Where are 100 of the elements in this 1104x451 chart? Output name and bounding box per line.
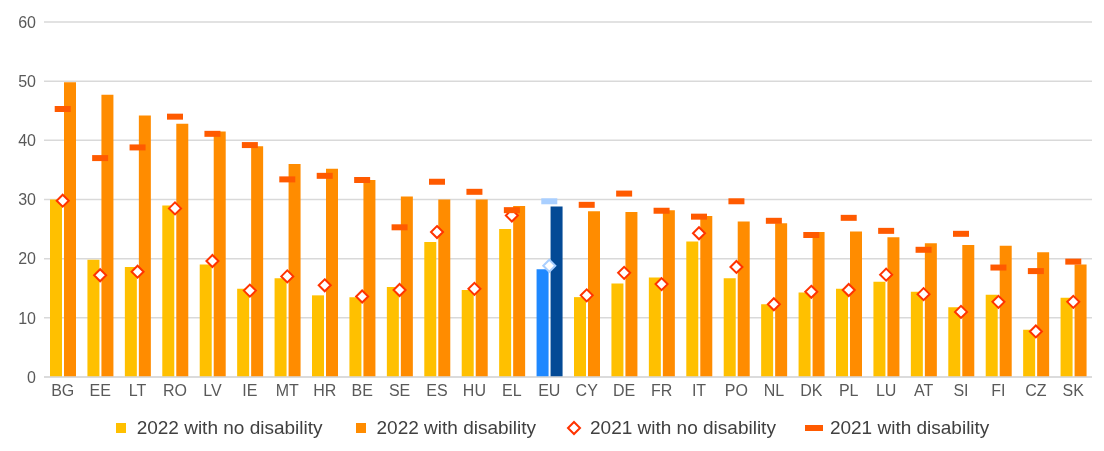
point (130, 264, 145, 279)
y-tick-label: 40 (18, 132, 37, 150)
legend-label: 2021 with disability (829, 417, 990, 439)
bar (1060, 297, 1073, 377)
bar (326, 168, 338, 377)
bar (349, 297, 362, 377)
bar (237, 288, 250, 377)
x-tick-label: SI (953, 382, 969, 400)
bar (251, 146, 264, 377)
x-tick-label: NL (763, 382, 785, 400)
bar (138, 115, 151, 377)
x-tick-label: SE (388, 382, 411, 400)
bar (536, 269, 549, 377)
x-tick-label: PL (838, 382, 859, 400)
point (168, 201, 182, 216)
x-tick-label: IT (691, 382, 707, 400)
x-tick-label: BE (351, 382, 373, 400)
bar (686, 241, 699, 377)
bar (588, 211, 600, 377)
bar (513, 206, 526, 377)
legend-label: 2022 with no disability (136, 417, 323, 439)
y-tick-label: 30 (18, 191, 37, 209)
x-tick-label: CY (575, 382, 599, 400)
bar (887, 237, 900, 377)
legend-label: 2021 with no disability (590, 417, 776, 439)
bar (948, 307, 961, 377)
y-tick-label: 0 (27, 368, 37, 386)
y-tick-label: 60 (18, 13, 37, 31)
bar (50, 199, 62, 377)
bar (873, 281, 886, 377)
x-tick-label: BG (51, 382, 75, 400)
point (317, 278, 332, 293)
x-tick-label: LT (128, 382, 147, 400)
bar (400, 196, 413, 377)
x-tick-label: PO (724, 382, 748, 400)
point (729, 259, 744, 274)
point (579, 288, 594, 303)
x-tick-label: ES (426, 382, 448, 400)
bar (213, 131, 226, 377)
point (617, 265, 632, 280)
point (93, 268, 108, 283)
bar (700, 216, 713, 377)
point (804, 284, 819, 299)
bar (1037, 252, 1050, 377)
x-tick-label: EL (502, 382, 522, 400)
bar (274, 278, 287, 377)
point (654, 277, 669, 292)
x-tick-label: EE (89, 382, 111, 400)
bar (798, 292, 811, 377)
bar (1023, 329, 1036, 377)
point (467, 281, 482, 296)
point (242, 283, 257, 298)
y-tick-label: 50 (18, 72, 37, 90)
bar (199, 264, 212, 377)
bar (662, 210, 675, 377)
bar (162, 205, 175, 377)
x-tick-label: LV (203, 382, 222, 400)
bar (836, 288, 848, 377)
bar (648, 277, 661, 377)
bar (737, 221, 750, 377)
bar (461, 290, 474, 377)
bar (723, 278, 736, 377)
bar (962, 245, 975, 377)
x-tick-label: MT (275, 382, 300, 400)
x-tick-label: CZ (1025, 382, 1047, 400)
bar (312, 295, 324, 377)
bar (611, 283, 624, 377)
bar (625, 211, 638, 377)
bar (124, 266, 137, 377)
x-tick-label: DK (800, 382, 823, 400)
point (542, 258, 557, 273)
x-tick-label: EU (538, 382, 561, 400)
bar (176, 123, 189, 377)
x-tick-label: RO (163, 382, 187, 400)
x-tick-label: HR (313, 382, 337, 400)
bar (438, 199, 451, 377)
point (954, 304, 968, 319)
x-tick-label: DE (613, 382, 636, 400)
y-tick-label: 10 (18, 309, 37, 327)
point (205, 254, 220, 269)
point (1066, 294, 1081, 309)
point (879, 267, 894, 282)
bar (64, 82, 76, 377)
x-tick-label: IE (242, 382, 258, 400)
bar (1074, 264, 1087, 377)
x-tick-label: AT (913, 382, 934, 400)
x-tick-label: FI (991, 382, 1006, 400)
bar (910, 291, 923, 377)
point (392, 283, 407, 298)
bar (850, 231, 862, 377)
bar (499, 229, 512, 377)
point (692, 226, 706, 241)
legend-label: 2022 with disability (376, 417, 536, 439)
point (766, 297, 781, 312)
point (1028, 324, 1043, 339)
bar (87, 259, 100, 377)
x-tick-label: HU (462, 382, 486, 400)
bar (101, 94, 114, 377)
bar (812, 232, 825, 377)
y-tick-label: 20 (18, 250, 37, 268)
